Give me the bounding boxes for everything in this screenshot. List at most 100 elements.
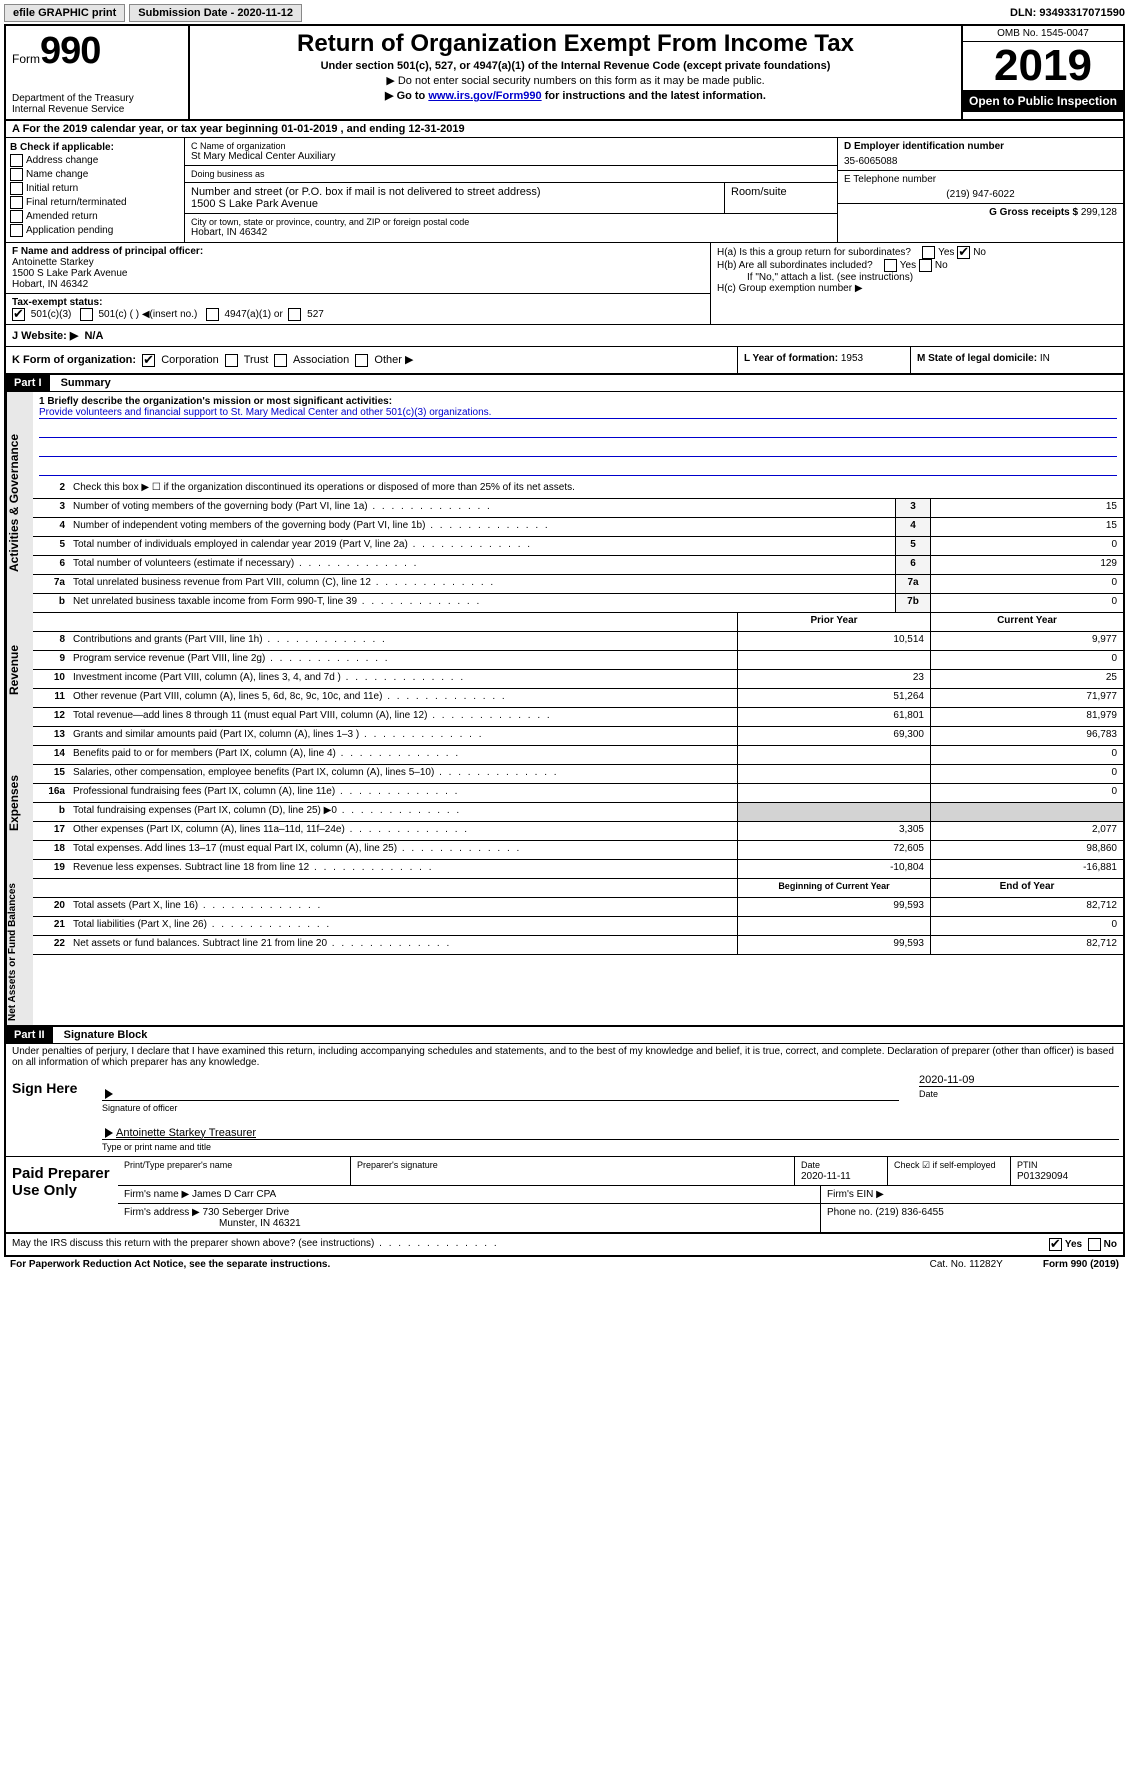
efile-print-button[interactable]: efile GRAPHIC print — [4, 4, 125, 22]
line-5-text: Total number of individuals employed in … — [69, 537, 895, 555]
line-21-py — [737, 917, 930, 935]
line-13-text: Grants and similar amounts paid (Part IX… — [69, 727, 737, 745]
chk-527[interactable] — [288, 308, 301, 321]
cat-no: Cat. No. 11282Y — [930, 1259, 1003, 1270]
line-3-box: 3 — [895, 499, 930, 517]
city-label: City or town, state or province, country… — [191, 217, 831, 227]
line-11-py: 51,264 — [737, 689, 930, 707]
sig-officer-label: Signature of officer — [102, 1103, 899, 1113]
line-b-text: Total fundraising expenses (Part IX, col… — [69, 803, 737, 821]
line-4-box: 4 — [895, 518, 930, 536]
chk-assoc[interactable] — [274, 354, 287, 367]
officer-typed-name: Antoinette Starkey Treasurer — [116, 1127, 256, 1139]
side-netassets: Net Assets or Fund Balances — [6, 879, 33, 1025]
chk-initial-return[interactable] — [10, 182, 23, 195]
hb-yes[interactable] — [884, 259, 897, 272]
ptin-value: P01329094 — [1017, 1171, 1068, 1182]
chk-name-change[interactable] — [10, 168, 23, 181]
line-18-py: 72,605 — [737, 841, 930, 859]
line-21-text: Total liabilities (Part X, line 26) — [69, 917, 737, 935]
end-year-hdr: End of Year — [930, 879, 1123, 897]
irs-link[interactable]: www.irs.gov/Form990 — [428, 90, 541, 102]
website-row: J Website: ▶ N/A — [6, 325, 1123, 347]
chk-501c3[interactable] — [12, 308, 25, 321]
line-21-cy: 0 — [930, 917, 1123, 935]
open-to-public: Open to Public Inspection — [963, 90, 1123, 112]
line2: Check this box ▶ ☐ if the organization d… — [69, 480, 1123, 498]
line-9-text: Program service revenue (Part VIII, line… — [69, 651, 737, 669]
chk-501c[interactable] — [80, 308, 93, 321]
phone-value: (219) 947-6022 — [844, 189, 1117, 200]
ha-no[interactable] — [957, 246, 970, 259]
line-13-py: 69,300 — [737, 727, 930, 745]
line-14-text: Benefits paid to or for members (Part IX… — [69, 746, 737, 764]
discuss-no[interactable] — [1088, 1238, 1101, 1251]
top-bar: efile GRAPHIC print Submission Date - 20… — [4, 4, 1125, 22]
line-17-cy: 2,077 — [930, 822, 1123, 840]
line-22-cy: 82,712 — [930, 936, 1123, 954]
chk-4947[interactable] — [206, 308, 219, 321]
line-6-box: 6 — [895, 556, 930, 574]
chk-application-pending[interactable] — [10, 224, 23, 237]
discuss-yes[interactable] — [1049, 1238, 1062, 1251]
form-footer: Form 990 (2019) — [1043, 1259, 1119, 1270]
chk-amended[interactable] — [10, 210, 23, 223]
line-b-val: 0 — [930, 594, 1123, 612]
org-name: St Mary Medical Center Auxiliary — [191, 151, 831, 162]
side-revenue: Revenue — [6, 613, 33, 727]
section-b-checkboxes: B Check if applicable: Address change Na… — [6, 138, 185, 242]
line-20-text: Total assets (Part X, line 16) — [69, 898, 737, 916]
form-note1: ▶ Do not enter social security numbers o… — [198, 74, 953, 87]
department: Department of the Treasury Internal Reve… — [12, 93, 182, 115]
h-c: H(c) Group exemption number ▶ — [717, 283, 1117, 294]
line-4-text: Number of independent voting members of … — [69, 518, 895, 536]
line-18-text: Total expenses. Add lines 13–17 (must eq… — [69, 841, 737, 859]
firm-name-label: Firm's name ▶ — [124, 1189, 189, 1200]
sign-here-label: Sign Here — [6, 1070, 98, 1156]
line-8-text: Contributions and grants (Part VIII, lin… — [69, 632, 737, 650]
prep-name-hdr: Print/Type preparer's name — [124, 1160, 232, 1170]
line-16a-text: Professional fundraising fees (Part IX, … — [69, 784, 737, 802]
room-label: Room/suite — [731, 186, 831, 198]
omb-number: OMB No. 1545-0047 — [963, 26, 1123, 42]
hb-no[interactable] — [919, 259, 932, 272]
line-14-cy: 0 — [930, 746, 1123, 764]
firm-phone-label: Phone no. — [827, 1207, 873, 1218]
paid-preparer-label: Paid Preparer Use Only — [6, 1157, 118, 1232]
chk-address-change[interactable] — [10, 154, 23, 167]
form-title: Return of Organization Exempt From Incom… — [198, 30, 953, 58]
chk-trust[interactable] — [225, 354, 238, 367]
city-state-zip: Hobart, IN 46342 — [191, 227, 831, 238]
line-15-cy: 0 — [930, 765, 1123, 783]
line-10-cy: 25 — [930, 670, 1123, 688]
line-22-py: 99,593 — [737, 936, 930, 954]
line-16a-py — [737, 784, 930, 802]
line-8-cy: 9,977 — [930, 632, 1123, 650]
chk-other[interactable] — [355, 354, 368, 367]
line-8-py: 10,514 — [737, 632, 930, 650]
prep-sig-hdr: Preparer's signature — [357, 1160, 438, 1170]
line-10-text: Investment income (Part VIII, column (A)… — [69, 670, 737, 688]
line-19-text: Revenue less expenses. Subtract line 18 … — [69, 860, 737, 878]
firm-addr2: Munster, IN 46321 — [219, 1218, 301, 1229]
officer-city: Hobart, IN 46342 — [12, 279, 88, 290]
tax-exempt-label: Tax-exempt status: — [12, 297, 102, 308]
line-6-val: 129 — [930, 556, 1123, 574]
addr-label: Number and street (or P.O. box if mail i… — [191, 186, 718, 198]
year-formation: 1953 — [841, 353, 863, 364]
pra-notice: For Paperwork Reduction Act Notice, see … — [10, 1259, 330, 1270]
mission-text: Provide volunteers and financial support… — [39, 407, 1117, 419]
officer-addr: 1500 S Lake Park Avenue — [12, 268, 127, 279]
line-12-cy: 81,979 — [930, 708, 1123, 726]
k-form-of-org: K Form of organization: Corporation Trus… — [6, 347, 737, 373]
submission-date: Submission Date - 2020-11-12 — [129, 4, 302, 22]
line-15-text: Salaries, other compensation, employee b… — [69, 765, 737, 783]
firm-ein-label: Firm's EIN ▶ — [827, 1189, 884, 1200]
line-16a-cy: 0 — [930, 784, 1123, 802]
chk-final-return[interactable] — [10, 196, 23, 209]
chk-corp[interactable] — [142, 354, 155, 367]
ha-yes[interactable] — [922, 246, 935, 259]
line-12-py: 61,801 — [737, 708, 930, 726]
firm-phone: (219) 836-6455 — [875, 1207, 943, 1218]
line-18-cy: 98,860 — [930, 841, 1123, 859]
